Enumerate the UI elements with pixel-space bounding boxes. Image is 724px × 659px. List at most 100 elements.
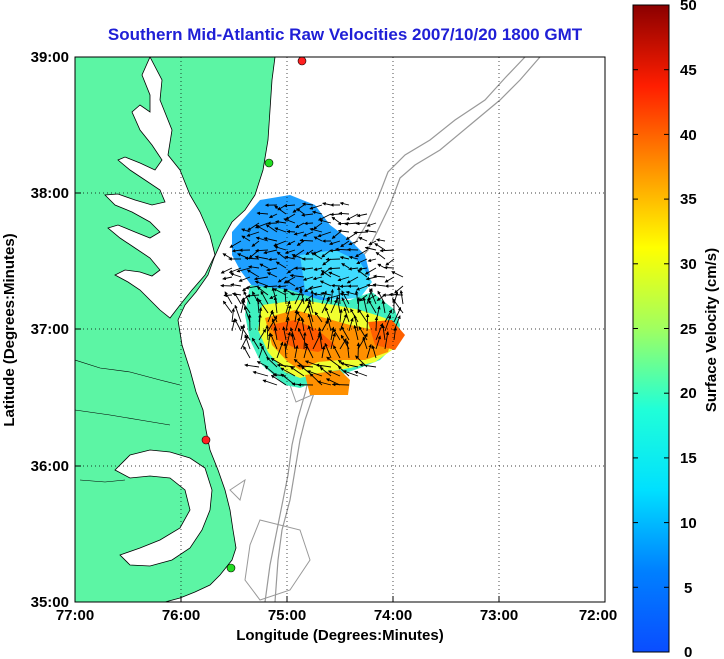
velocity-vector bbox=[341, 297, 350, 314]
velocity-vector bbox=[393, 306, 402, 323]
velocity-vector bbox=[317, 380, 332, 386]
velocity-vector bbox=[285, 331, 291, 350]
velocity-vector bbox=[314, 311, 323, 323]
velocity-vector bbox=[330, 299, 338, 314]
velocity-vector bbox=[340, 325, 350, 341]
velocity-vector bbox=[234, 304, 242, 323]
velocity-vector bbox=[266, 272, 278, 278]
colorbar-tick-label: 5 bbox=[684, 580, 692, 597]
velocity-vector bbox=[348, 240, 359, 246]
velocity-vector bbox=[243, 345, 251, 359]
velocity-vector bbox=[338, 211, 350, 216]
velocity-vector bbox=[383, 265, 395, 270]
velocity-vector bbox=[286, 229, 296, 234]
velocity-vector bbox=[307, 285, 323, 291]
velocity-vector bbox=[303, 344, 309, 359]
velocity-vector bbox=[379, 248, 395, 253]
velocity-vector bbox=[224, 291, 233, 305]
velocity-vector bbox=[303, 331, 307, 350]
velocity-vector bbox=[337, 276, 350, 282]
velocity-vector bbox=[374, 316, 379, 332]
velocity-vector bbox=[376, 238, 386, 242]
velocity-vector bbox=[245, 285, 260, 290]
velocity-vector bbox=[312, 276, 323, 281]
velocity-vector bbox=[287, 240, 296, 246]
velocity-vector bbox=[266, 356, 278, 368]
velocity-vector bbox=[342, 370, 359, 377]
velocity-vector bbox=[274, 205, 287, 215]
velocity-vector bbox=[366, 222, 377, 227]
velocity-vector bbox=[301, 213, 314, 217]
velocity-vector bbox=[258, 328, 267, 341]
velocity-vector bbox=[374, 243, 386, 251]
velocity-vector bbox=[364, 246, 377, 251]
velocity-vector bbox=[368, 240, 377, 246]
velocity-vector bbox=[244, 334, 251, 350]
velocity-vector bbox=[283, 203, 296, 208]
velocity-vector bbox=[324, 307, 332, 323]
velocity-vector bbox=[375, 335, 381, 350]
colorbar-tick-label: 10 bbox=[680, 515, 697, 532]
colorbar-tick-label: 20 bbox=[680, 385, 697, 402]
velocity-vector bbox=[262, 379, 278, 386]
velocity-vector bbox=[244, 363, 260, 368]
velocity-vector bbox=[354, 249, 368, 258]
pamlico-sound bbox=[114, 449, 213, 567]
velocity-vector bbox=[335, 247, 350, 252]
velocity-vector bbox=[258, 313, 262, 332]
x-tick-label: 73:00 bbox=[480, 607, 518, 624]
velocity-vector bbox=[258, 298, 269, 314]
velocity-vector bbox=[369, 288, 377, 305]
velocity-vector bbox=[384, 276, 395, 283]
velocity-vector bbox=[384, 314, 392, 332]
velocity-vector bbox=[266, 267, 278, 272]
velocity-vector bbox=[346, 213, 359, 221]
velocity-vector bbox=[362, 336, 368, 350]
velocity-vector bbox=[310, 252, 323, 260]
velocity-vector bbox=[276, 363, 296, 368]
velocity-vector bbox=[290, 332, 296, 350]
velocity-vector bbox=[321, 297, 330, 314]
velocity-vector bbox=[318, 219, 332, 224]
velocity-vector bbox=[299, 238, 314, 243]
velocity-vector bbox=[220, 267, 233, 274]
velocity-vector bbox=[392, 298, 404, 314]
velocity-vector bbox=[372, 283, 386, 287]
velocity-vector bbox=[277, 276, 287, 283]
velocity-vector bbox=[321, 290, 327, 305]
velocity-vector bbox=[309, 204, 323, 210]
velocity-vector bbox=[265, 224, 278, 233]
velocity-vector bbox=[290, 366, 305, 377]
velocity-vector bbox=[339, 255, 350, 260]
velocity-vector bbox=[399, 289, 404, 305]
velocity-vector bbox=[289, 273, 305, 278]
velocity-vector bbox=[304, 294, 314, 302]
velocity-vector bbox=[274, 227, 287, 233]
velocity-vector bbox=[354, 370, 368, 377]
tick-marks bbox=[75, 192, 500, 602]
chesapeake-bay bbox=[104, 57, 216, 319]
y-tick-label: 39:00 bbox=[31, 49, 69, 66]
velocity-vector bbox=[313, 236, 323, 242]
velocity-vector bbox=[285, 300, 291, 314]
velocity-vector bbox=[345, 340, 350, 359]
velocity-vector bbox=[362, 297, 368, 314]
velocity-vector bbox=[260, 290, 269, 305]
velocity-vector bbox=[251, 240, 260, 247]
velocity-vector bbox=[310, 289, 315, 305]
velocity-vector bbox=[359, 363, 377, 368]
velocity-vector bbox=[328, 266, 341, 271]
velocity-vector bbox=[326, 316, 332, 332]
y-tick-label: 36:00 bbox=[31, 458, 69, 475]
velocity-vector bbox=[331, 283, 341, 288]
velocity-vector bbox=[307, 325, 314, 341]
velocity-vector bbox=[229, 240, 242, 248]
velocity-vector bbox=[339, 308, 343, 323]
colorbar-tick-label: 45 bbox=[680, 62, 697, 79]
velocity-vector bbox=[274, 245, 287, 251]
x-tick-label: 75:00 bbox=[268, 607, 306, 624]
station-marker bbox=[226, 563, 236, 573]
velocity-vector bbox=[319, 367, 332, 377]
velocity-vector bbox=[330, 332, 336, 350]
velocity-vector bbox=[247, 222, 260, 231]
